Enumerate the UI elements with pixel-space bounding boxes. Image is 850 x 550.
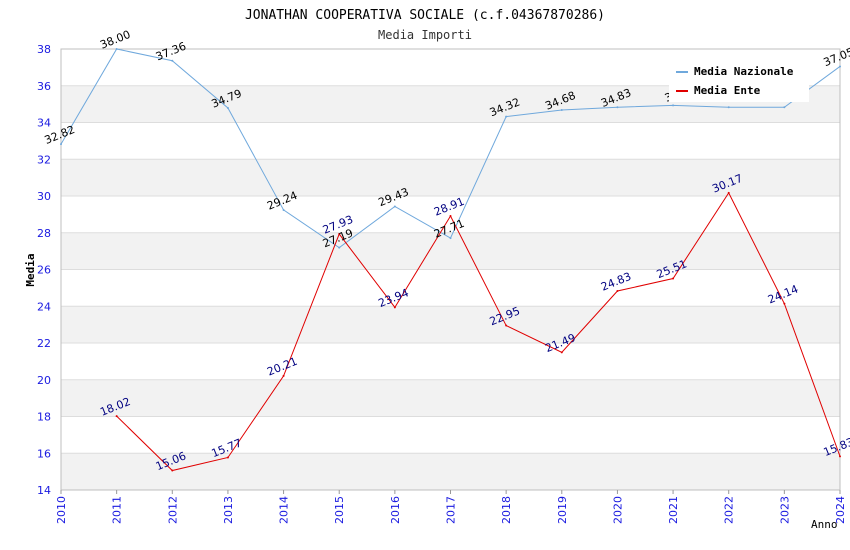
x-tick-label: 2011 xyxy=(111,496,124,524)
grid-band xyxy=(61,379,840,417)
y-tick-label: 36 xyxy=(37,80,51,93)
data-point xyxy=(783,106,786,109)
data-point xyxy=(839,65,841,68)
x-tick-label: 2024 xyxy=(834,496,847,524)
x-tick-label: 2012 xyxy=(166,496,179,524)
data-point xyxy=(338,246,341,249)
data-point xyxy=(171,59,174,62)
grid-bands xyxy=(61,48,840,491)
y-tick-label: 18 xyxy=(37,411,51,424)
data-point xyxy=(282,208,285,211)
data-point xyxy=(115,415,118,418)
data-point xyxy=(282,374,285,377)
chart-title: JONATHAN COOPERATIVA SOCIALE (c.f.043678… xyxy=(245,8,605,23)
x-tick-label: 2023 xyxy=(778,496,791,524)
y-tick-label: 24 xyxy=(37,300,51,313)
grid-band xyxy=(61,159,840,196)
y-tick-label: 34 xyxy=(37,117,51,130)
data-point xyxy=(449,215,452,218)
data-point xyxy=(560,351,563,354)
data-point xyxy=(60,143,62,146)
x-tick-label: 2016 xyxy=(389,496,402,524)
x-tick-label: 2022 xyxy=(723,496,736,524)
y-tick-label: 38 xyxy=(37,43,51,56)
series-lines xyxy=(60,48,841,472)
x-tick-label: 2017 xyxy=(445,496,458,524)
chart-subtitle: Media Importi xyxy=(378,28,472,42)
x-axis-label: Anno xyxy=(811,518,838,531)
data-point xyxy=(783,302,786,305)
grid-band xyxy=(61,306,840,343)
data-point xyxy=(727,191,730,194)
x-tick-label: 2020 xyxy=(611,496,624,524)
y-axis-ticks: 14 16 18 20 22 24 26 28 30 32 34 36 38 xyxy=(37,43,51,497)
y-tick-label: 28 xyxy=(37,227,51,240)
x-tick-label: 2010 xyxy=(55,496,68,524)
data-point xyxy=(616,106,619,109)
data-point xyxy=(505,115,508,118)
y-axis-label: Media xyxy=(24,253,37,286)
data-point xyxy=(171,469,174,472)
data-point xyxy=(449,237,452,240)
y-tick-label: 14 xyxy=(37,484,51,497)
x-tick-label: 2015 xyxy=(333,496,346,524)
series-line-1 xyxy=(116,191,841,472)
legend-box xyxy=(669,60,809,102)
legend: Media Nazionale Media Ente xyxy=(669,60,809,102)
data-point xyxy=(727,106,730,109)
data-label: 24.14 xyxy=(766,283,800,307)
data-point xyxy=(672,104,675,107)
grid-band xyxy=(61,453,840,490)
y-tick-label: 20 xyxy=(37,374,51,387)
y-tick-label: 30 xyxy=(37,190,51,203)
data-point xyxy=(560,109,563,112)
data-point xyxy=(616,289,619,292)
x-tick-label: 2019 xyxy=(556,496,569,524)
y-tick-label: 16 xyxy=(37,447,51,460)
x-tick-label: 2018 xyxy=(500,496,513,524)
data-label: 24.83 xyxy=(599,270,633,294)
data-point xyxy=(393,205,396,208)
data-point xyxy=(505,324,508,327)
y-tick-label: 26 xyxy=(37,264,51,277)
data-label: 38.00 xyxy=(98,28,132,52)
data-label: 20.21 xyxy=(265,355,299,379)
x-axis-ticks: 2010 2011 2012 2013 2014 2015 2016 2017 2018 2019… xyxy=(55,490,847,524)
data-label: 37.36 xyxy=(154,40,188,64)
data-point xyxy=(226,106,229,109)
x-tick-label: 2013 xyxy=(222,496,235,524)
data-point xyxy=(839,455,841,458)
y-tick-label: 22 xyxy=(37,337,51,350)
x-tick-label: 2014 xyxy=(278,496,291,524)
y-tick-label: 32 xyxy=(37,153,51,166)
data-point xyxy=(226,456,229,459)
data-point xyxy=(338,233,341,236)
x-tick-label: 2021 xyxy=(667,496,680,524)
legend-label-media-nazionale: Media Nazionale xyxy=(694,65,794,78)
data-point xyxy=(393,306,396,309)
data-point xyxy=(672,277,675,280)
legend-label-media-ente: Media Ente xyxy=(694,84,761,97)
data-point xyxy=(115,48,118,50)
